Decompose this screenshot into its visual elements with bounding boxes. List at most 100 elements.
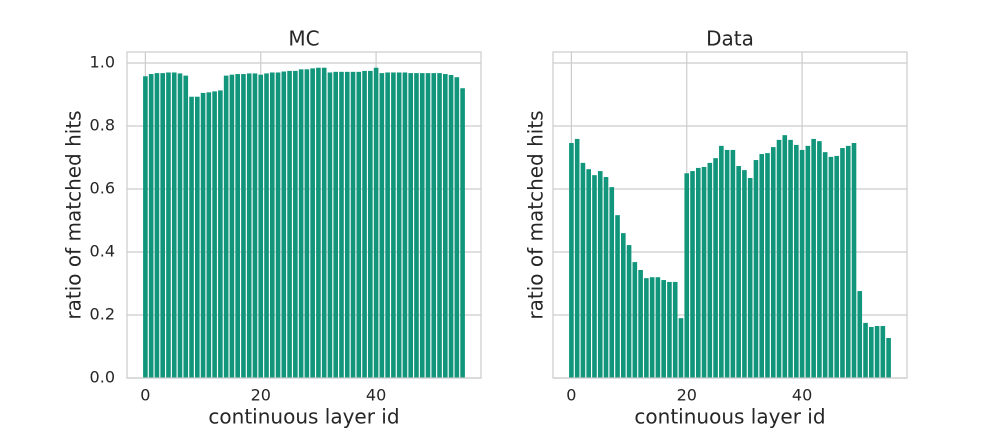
bar <box>695 167 701 378</box>
bar <box>373 67 379 379</box>
bar <box>655 277 661 378</box>
bar <box>719 145 724 378</box>
bar <box>603 177 609 378</box>
bar <box>460 88 465 378</box>
bar <box>339 71 344 378</box>
bar <box>788 139 793 378</box>
bar <box>194 96 200 379</box>
bar <box>615 215 620 378</box>
bar <box>574 138 580 378</box>
bar <box>264 73 269 378</box>
bar <box>649 277 655 378</box>
bar <box>868 326 874 378</box>
bar <box>396 72 402 379</box>
bar <box>154 73 160 378</box>
bar <box>736 166 741 378</box>
bar <box>379 73 385 378</box>
y-tick-label: 1.0 <box>90 53 115 72</box>
bar <box>707 162 713 378</box>
bar <box>805 145 811 378</box>
bar <box>454 77 460 379</box>
bar <box>442 74 448 378</box>
bar <box>851 143 857 378</box>
bar <box>166 72 171 379</box>
bar <box>713 158 718 378</box>
bar <box>753 160 759 378</box>
y-tick-label: 0.0 <box>90 368 115 387</box>
bar <box>863 322 868 378</box>
y-axis-label: ratio of matched hits <box>62 110 86 319</box>
bar <box>275 72 281 379</box>
bar <box>592 175 597 378</box>
bar <box>448 74 454 379</box>
x-axis-label: continuous layer id <box>208 405 399 429</box>
bar <box>206 92 212 379</box>
bar <box>356 71 362 378</box>
bar <box>419 73 425 378</box>
bar <box>160 73 166 378</box>
bar <box>293 70 298 378</box>
bar <box>223 75 229 378</box>
bar <box>638 269 643 378</box>
bar <box>269 72 275 379</box>
bar <box>609 187 615 378</box>
bar <box>765 153 770 378</box>
bar <box>811 138 816 378</box>
bar <box>661 280 666 378</box>
bar <box>177 73 183 378</box>
bar <box>690 171 695 378</box>
bar <box>586 169 592 378</box>
bar <box>834 155 840 378</box>
bar <box>143 76 148 378</box>
bar <box>304 69 310 378</box>
bar <box>799 149 805 378</box>
bar <box>644 278 649 378</box>
bar <box>362 70 367 378</box>
bar <box>148 74 154 378</box>
bar <box>344 71 350 378</box>
x-tick-label: 0 <box>140 386 150 405</box>
axes-frame <box>126 51 482 379</box>
bar <box>333 71 339 378</box>
bar <box>672 281 678 378</box>
bar <box>874 326 880 378</box>
bar <box>569 143 574 378</box>
bar <box>857 291 863 378</box>
bar <box>183 75 189 378</box>
bar <box>368 70 373 378</box>
bar <box>437 73 442 378</box>
y-axis-label: ratio of matched hits <box>524 110 548 319</box>
x-tick-label: 40 <box>366 386 386 405</box>
bar <box>252 73 258 378</box>
bar <box>828 156 834 378</box>
axes-frame <box>552 51 908 379</box>
bar <box>287 70 292 378</box>
bar <box>782 135 788 378</box>
x-tick-label: 20 <box>251 386 271 405</box>
bar <box>431 73 437 378</box>
bar <box>385 72 390 379</box>
bar <box>880 326 886 378</box>
bar <box>298 69 304 378</box>
bar <box>678 318 684 378</box>
bar <box>840 148 845 378</box>
bar <box>327 72 333 379</box>
y-tick-label: 0.2 <box>90 305 115 324</box>
bar <box>408 73 414 378</box>
bar <box>701 166 707 378</box>
bar <box>425 73 431 378</box>
bar <box>212 91 217 378</box>
bar <box>822 152 828 378</box>
bar <box>391 72 396 379</box>
bar <box>229 74 235 379</box>
y-tick-label: 0.6 <box>90 179 115 198</box>
bar <box>724 149 730 378</box>
bar <box>667 281 672 378</box>
bar <box>620 233 626 378</box>
bar <box>316 67 321 379</box>
bar <box>350 71 356 378</box>
bar <box>235 74 240 378</box>
bar <box>747 177 753 378</box>
bar <box>759 154 765 378</box>
